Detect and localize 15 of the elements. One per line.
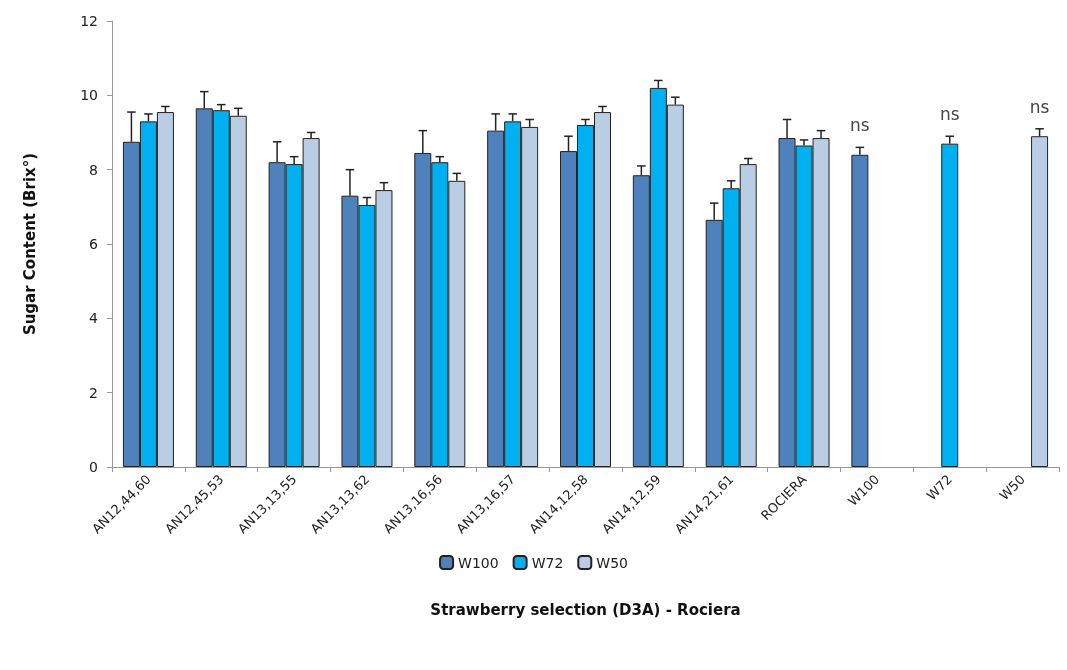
x-axis-title: Strawberry selection (D3A) - Rociera [430,600,741,619]
y-tick-label: 0 [89,459,98,475]
y-tick-label: 8 [89,161,98,178]
annotation: ns [850,115,870,136]
y-tick-label: 4 [89,310,99,327]
legend-label: W50 [596,554,628,571]
y-tick-label: 12 [80,13,98,29]
legend-label: W72 [531,554,564,571]
y-tick-label: 10 [80,87,98,104]
annotation: ns [939,104,960,125]
y-tick-label: 2 [89,384,98,401]
annotation: ns [1029,96,1050,117]
legend-label: W100 [458,554,499,571]
y-tick-label: 6 [89,236,99,252]
y-axis-title: Sugar Content (Brix°) [20,152,39,336]
